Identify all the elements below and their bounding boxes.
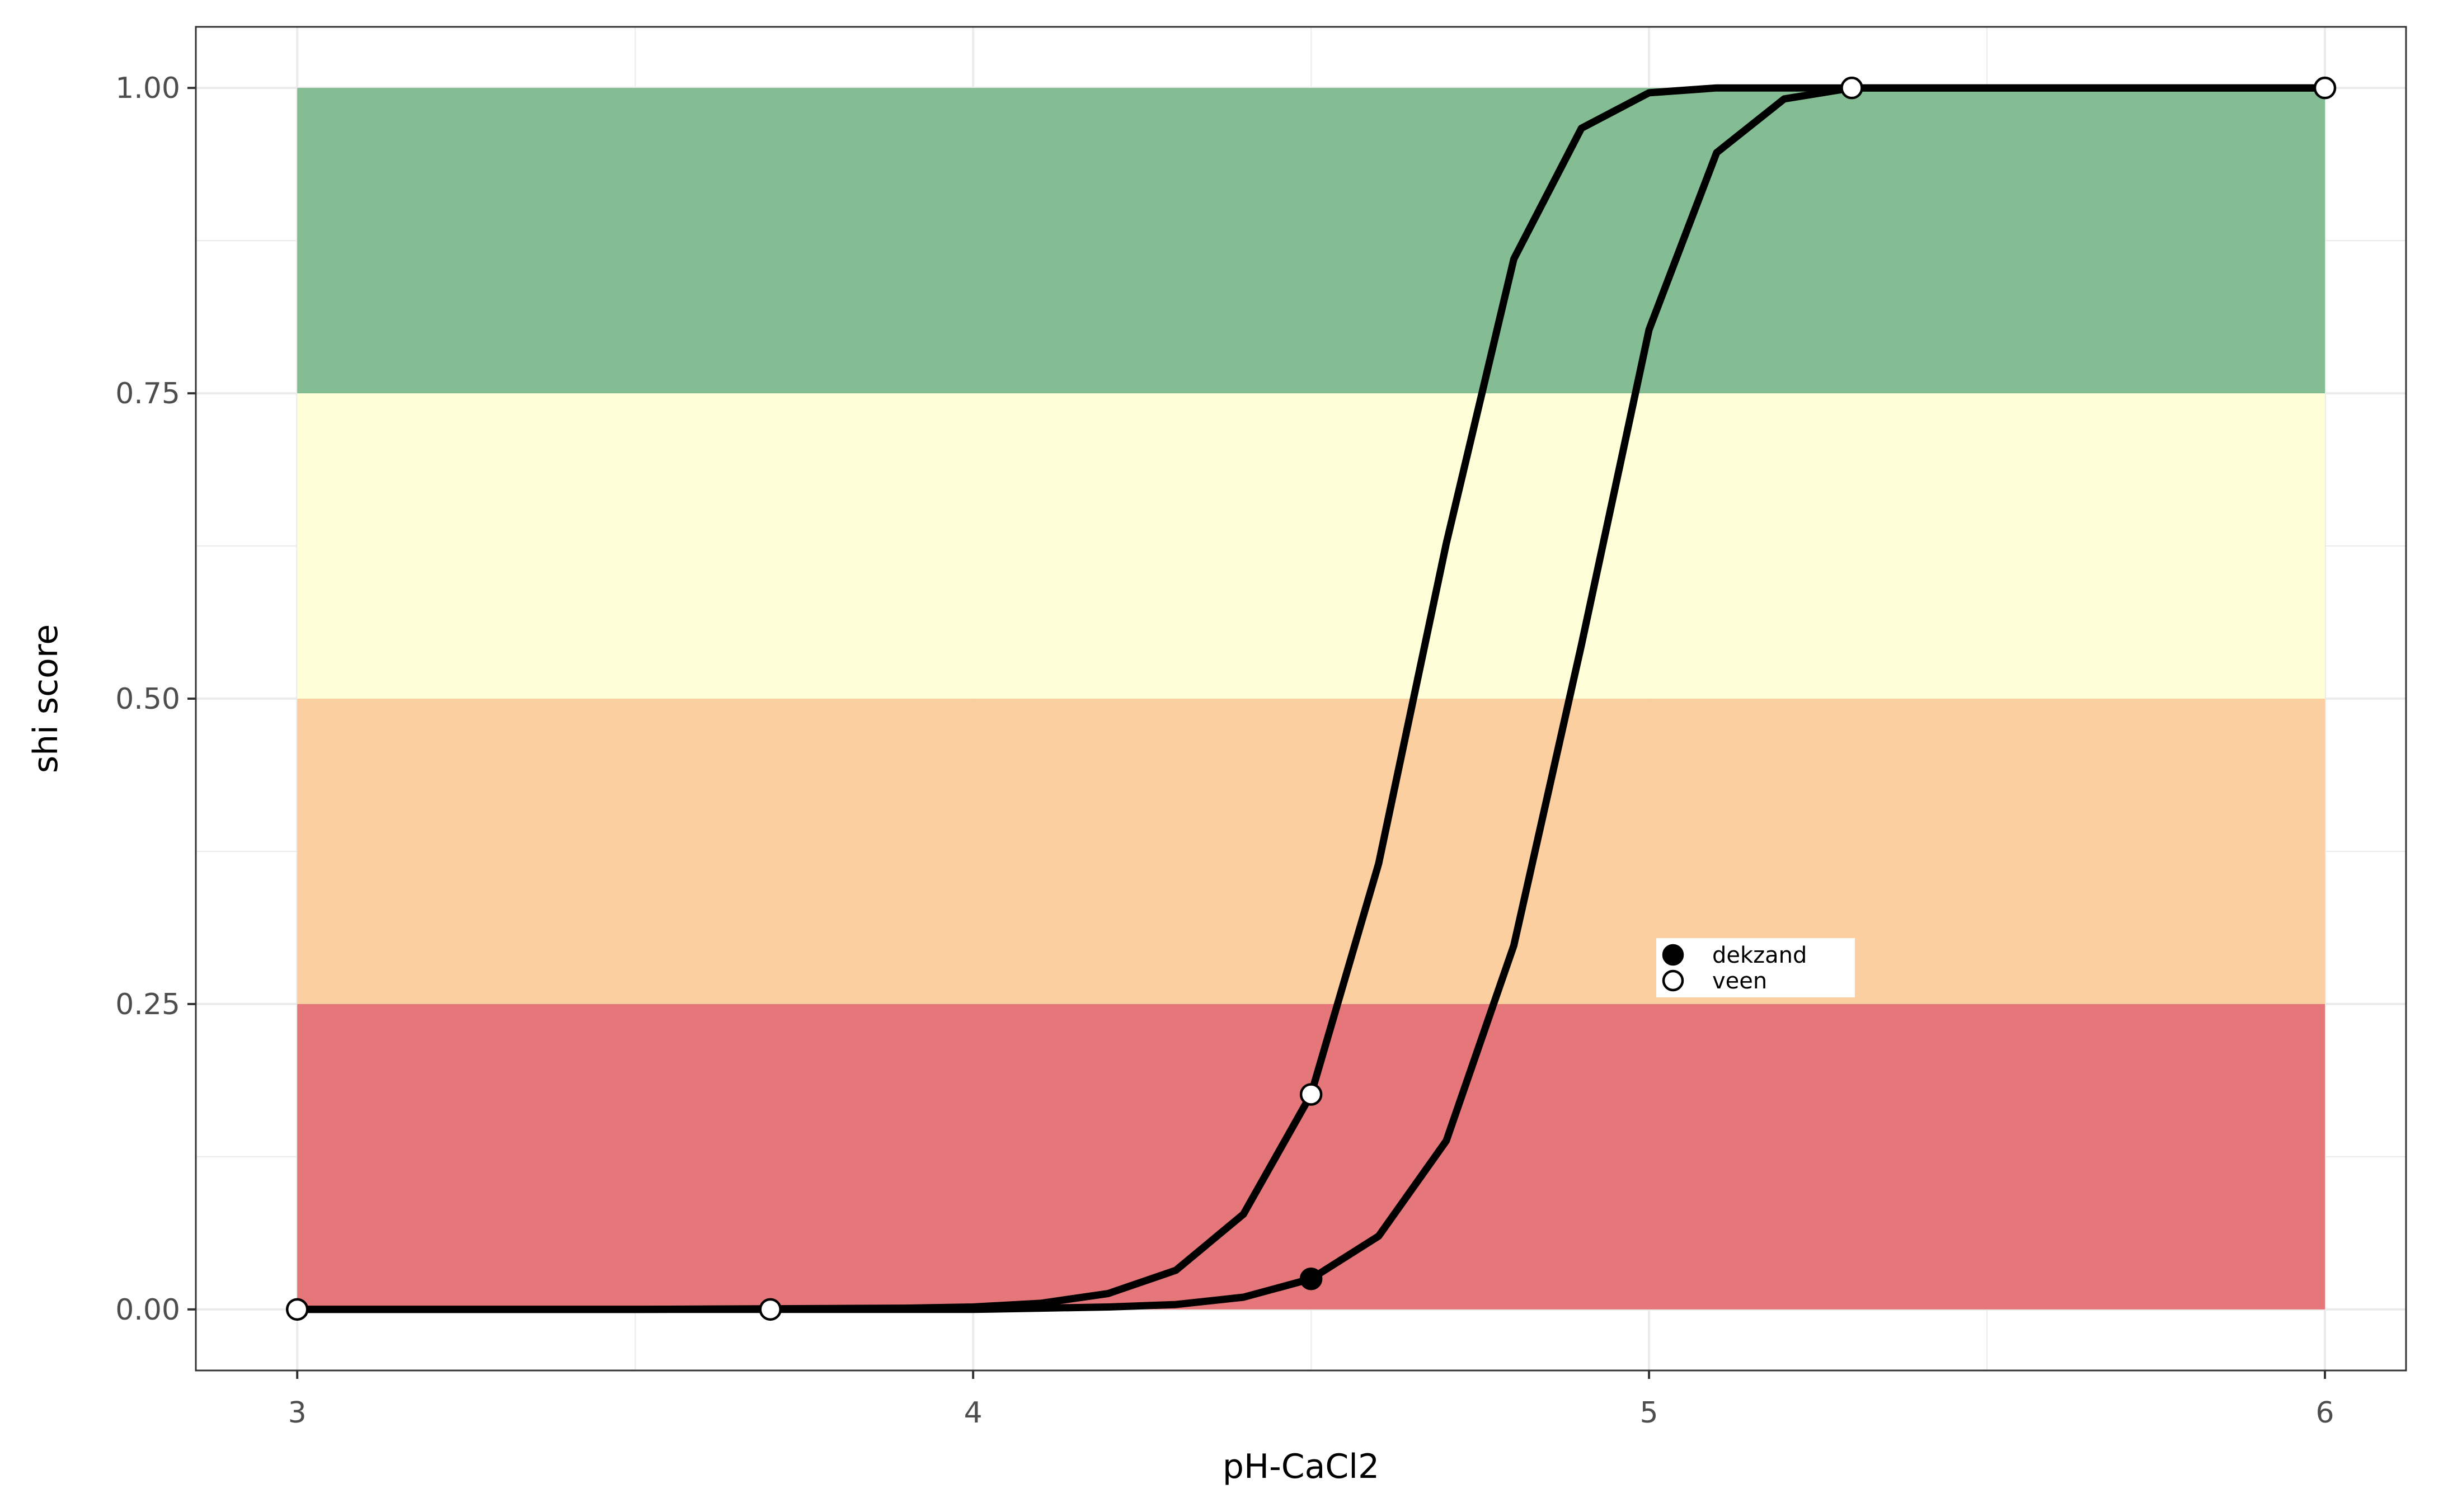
y-tick-label: 0.25 bbox=[115, 988, 180, 1021]
x-axis: 3 4 5 6 bbox=[288, 1370, 2334, 1430]
x-tick-label: 4 bbox=[964, 1396, 983, 1430]
curve-line bbox=[297, 84, 2325, 1313]
y-tick-label: 1.00 bbox=[115, 72, 180, 105]
y-axis-title: shi score bbox=[26, 624, 65, 773]
veen-point bbox=[2313, 76, 2337, 100]
legend-key-veen bbox=[1662, 969, 1684, 992]
legend-label-dekzand: dekzand bbox=[1712, 943, 1807, 968]
x-tick-label: 5 bbox=[1640, 1396, 1658, 1430]
y-axis: 0.00 0.25 0.50 0.75 1.00 bbox=[115, 72, 196, 1327]
legend-key-dekzand bbox=[1662, 944, 1684, 966]
dekzand-point bbox=[1299, 1267, 1323, 1290]
y-tick-label: 0.00 bbox=[115, 1293, 180, 1327]
score-band bbox=[297, 88, 2325, 394]
score-bands bbox=[297, 88, 2325, 1310]
y-tick-label: 0.50 bbox=[115, 682, 180, 716]
curves bbox=[297, 84, 2325, 1313]
score-band bbox=[297, 699, 2325, 1004]
veen-point bbox=[285, 1298, 309, 1321]
x-axis-title: pH-CaCl2 bbox=[1223, 1447, 1379, 1486]
legend-background bbox=[1656, 938, 1855, 997]
y-tick-label: 0.75 bbox=[115, 377, 180, 411]
score-band bbox=[297, 1004, 2325, 1310]
x-tick-label: 6 bbox=[2315, 1396, 2334, 1430]
veen-point bbox=[759, 1298, 782, 1321]
legend-label-veen: veen bbox=[1712, 968, 1767, 994]
x-tick-label: 3 bbox=[288, 1396, 307, 1430]
data-points bbox=[285, 76, 2337, 1321]
score-band bbox=[297, 393, 2325, 699]
veen-point bbox=[1299, 1083, 1323, 1106]
veen-point bbox=[1840, 76, 1863, 100]
